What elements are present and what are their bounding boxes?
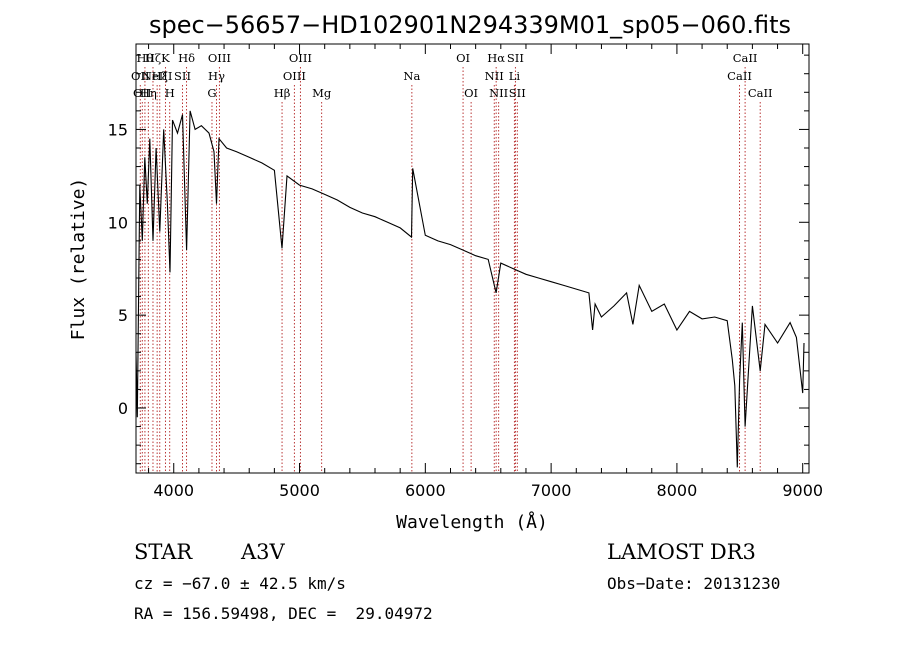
coordinates: RA = 156.59498, DEC = 29.04972: [134, 604, 433, 623]
line-label: Hη: [140, 86, 157, 100]
y-tick-label: 5: [118, 306, 128, 325]
object-subclass: A3V: [241, 540, 285, 564]
y-tick-label: 10: [108, 213, 128, 232]
x-tick-label: 5000: [279, 481, 320, 500]
line-label: Hθ: [136, 51, 153, 65]
line-label: G: [207, 86, 216, 100]
line-label: CaII: [727, 69, 752, 83]
emission-line-markers: [139, 67, 761, 473]
observation-date: Obs−Date: 20131230: [607, 574, 781, 593]
line-label: OI: [464, 86, 478, 100]
chart-title: spec−56657−HD102901N294339M01_sp05−060.f…: [149, 11, 791, 39]
x-tick-label: 6000: [405, 481, 446, 500]
line-label: H: [165, 86, 175, 100]
x-tick-label: 4000: [153, 481, 194, 500]
x-axis-label: Wavelength (Å): [396, 511, 548, 533]
x-tick-label: 9000: [782, 481, 823, 500]
line-label: OIII: [289, 51, 312, 65]
line-label: CaII: [733, 51, 758, 65]
line-label: Na: [403, 69, 420, 83]
line-label: Hγ: [208, 69, 225, 83]
line-label: NII: [485, 69, 504, 83]
line-label: Li: [509, 69, 521, 83]
object-class: STAR: [134, 540, 193, 564]
line-label: SII: [507, 51, 524, 65]
line-label: Mg: [312, 86, 332, 100]
line-label: OI: [456, 51, 470, 65]
line-label: Hδ: [178, 51, 195, 65]
y-axis-label: Flux (relative): [68, 178, 89, 341]
line-label: SII: [174, 69, 191, 83]
line-label: Hζ: [145, 51, 161, 65]
x-tick-label: 7000: [531, 481, 572, 500]
y-axis-ticks: 0 5 10 15: [108, 54, 809, 465]
y-tick-label: 0: [118, 399, 128, 418]
line-label: Hα: [487, 51, 505, 65]
line-label: OIII: [208, 51, 231, 65]
line-label: NeIII: [142, 69, 173, 83]
spectrum-series-line: [135, 110, 805, 468]
redshift-cz: cz = −67.0 ± 42.5 km/s: [134, 574, 346, 593]
line-label: Hβ: [274, 86, 291, 100]
line-label: Hξ: [152, 69, 168, 83]
line-label: NII: [489, 86, 508, 100]
line-label: CaII: [748, 86, 773, 100]
line-label: OII: [133, 86, 152, 100]
line-label: OIII: [283, 69, 306, 83]
y-tick-label: 15: [108, 120, 128, 139]
x-tick-label: 8000: [657, 481, 698, 500]
line-label: SII: [509, 86, 526, 100]
line-label: K: [161, 51, 170, 65]
plot-frame: [135, 43, 810, 474]
emission-line-labels: OIIOIIHθHηHζNeIIIHξKHSIIHδGHγOIIIHβOIIIO…: [131, 51, 773, 100]
x-axis-ticks: 4000 5000 6000 7000 8000 9000: [148, 44, 823, 500]
survey-name: LAMOST DR3: [607, 540, 756, 564]
